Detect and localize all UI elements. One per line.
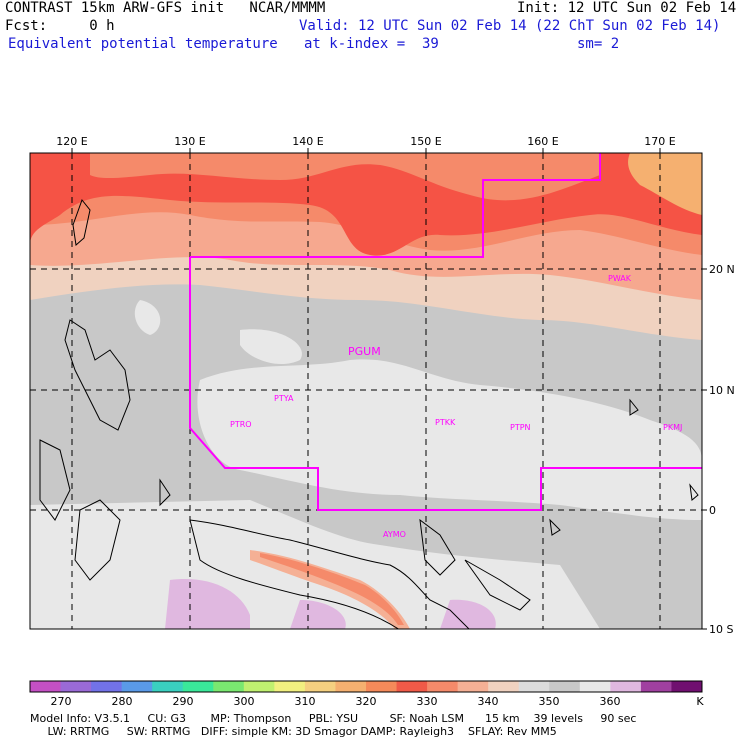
forecast-hour: Fcst: 0 h xyxy=(5,18,115,34)
colorbar-swatch xyxy=(640,681,672,692)
lon-label-170: 170 E xyxy=(644,135,675,148)
colorbar-tick-310: 310 xyxy=(295,695,316,708)
station-pgum: PGUM xyxy=(348,345,381,358)
colorbar xyxy=(30,681,703,692)
colorbar-swatch xyxy=(549,681,581,692)
colorbar-tick-280: 280 xyxy=(112,695,133,708)
lat-label-0: 0 xyxy=(709,504,716,517)
colorbar-swatch xyxy=(91,681,123,692)
colorbar-swatch xyxy=(30,681,62,692)
model-info-line-1: Model Info: V3.5.1 CU: G3 MP: Thompson P… xyxy=(30,712,637,725)
run-title: CONTRAST 15km ARW-GFS init NCAR/MMMM xyxy=(5,0,326,16)
station-pwak: PWAK xyxy=(608,274,632,283)
lon-label-150: 150 E xyxy=(410,135,441,148)
colorbar-tick-350: 350 xyxy=(539,695,560,708)
theta-e-field xyxy=(30,153,702,629)
lon-label-160: 160 E xyxy=(527,135,558,148)
colorbar-swatch xyxy=(243,681,275,692)
fir-boundary xyxy=(189,153,702,511)
lon-label-130: 130 E xyxy=(174,135,205,148)
station-pkmj: PKMJ xyxy=(663,423,682,432)
colorbar-tick-360: 360 xyxy=(600,695,621,708)
colorbar-swatch xyxy=(671,681,703,692)
lat-label-10n: 10 N xyxy=(709,384,735,397)
colorbar-swatch xyxy=(427,681,459,692)
station-aymo: AYMO xyxy=(383,530,406,539)
colorbar-tick-340: 340 xyxy=(478,695,499,708)
colorbar-tick-330: 330 xyxy=(417,695,438,708)
colorbar-swatch xyxy=(213,681,245,692)
colorbar-tick-300: 300 xyxy=(234,695,255,708)
colorbar-swatch xyxy=(121,681,153,692)
colorbar-swatch xyxy=(488,681,520,692)
colorbar-swatch xyxy=(457,681,489,692)
colorbar-swatch xyxy=(152,681,184,692)
init-time: Init: 12 UTC Sun 02 Feb 14 xyxy=(517,0,737,16)
colorbar-swatch xyxy=(274,681,306,692)
colorbar-swatch xyxy=(610,681,642,692)
coastlines xyxy=(39,198,699,629)
lat-label-20n: 20 N xyxy=(709,263,735,276)
station-ptro: PTRO xyxy=(230,420,252,429)
colorbar-swatch xyxy=(518,681,550,692)
colorbar-swatch xyxy=(579,681,611,692)
vertical-level: at k-index = 39 xyxy=(304,36,439,52)
colorbar-swatch xyxy=(335,681,367,692)
station-ptpn: PTPN xyxy=(510,423,531,432)
colorbar-swatch xyxy=(182,681,214,692)
valid-time: Valid: 12 UTC Sun 02 Feb 14 (22 ChT Sun … xyxy=(299,18,721,34)
lon-label-120: 120 E xyxy=(56,135,87,148)
lat-label-10s: 10 S xyxy=(709,623,733,636)
station-ptkk: PTKK xyxy=(435,418,456,427)
station-ptya: PTYA xyxy=(274,394,294,403)
lon-label-140: 140 E xyxy=(292,135,323,148)
colorbar-swatch xyxy=(366,681,398,692)
colorbar-tick-270: 270 xyxy=(51,695,72,708)
field-name: Equivalent potential temperature xyxy=(8,36,278,52)
colorbar-tick-290: 290 xyxy=(173,695,194,708)
smoothing: sm= 2 xyxy=(577,36,620,52)
colorbar-unit: K xyxy=(696,695,704,708)
colorbar-swatch xyxy=(396,681,428,692)
colorbar-tick-320: 320 xyxy=(356,695,377,708)
frame-ticks xyxy=(71,148,707,630)
model-info-line-2: LW: RRTMG SW: RRTMG DIFF: simple KM: 3D … xyxy=(30,725,557,738)
colorbar-swatch xyxy=(304,681,336,692)
map-frame xyxy=(29,152,703,630)
colorbar-frame xyxy=(29,680,703,693)
colorbar-swatch xyxy=(60,681,92,692)
